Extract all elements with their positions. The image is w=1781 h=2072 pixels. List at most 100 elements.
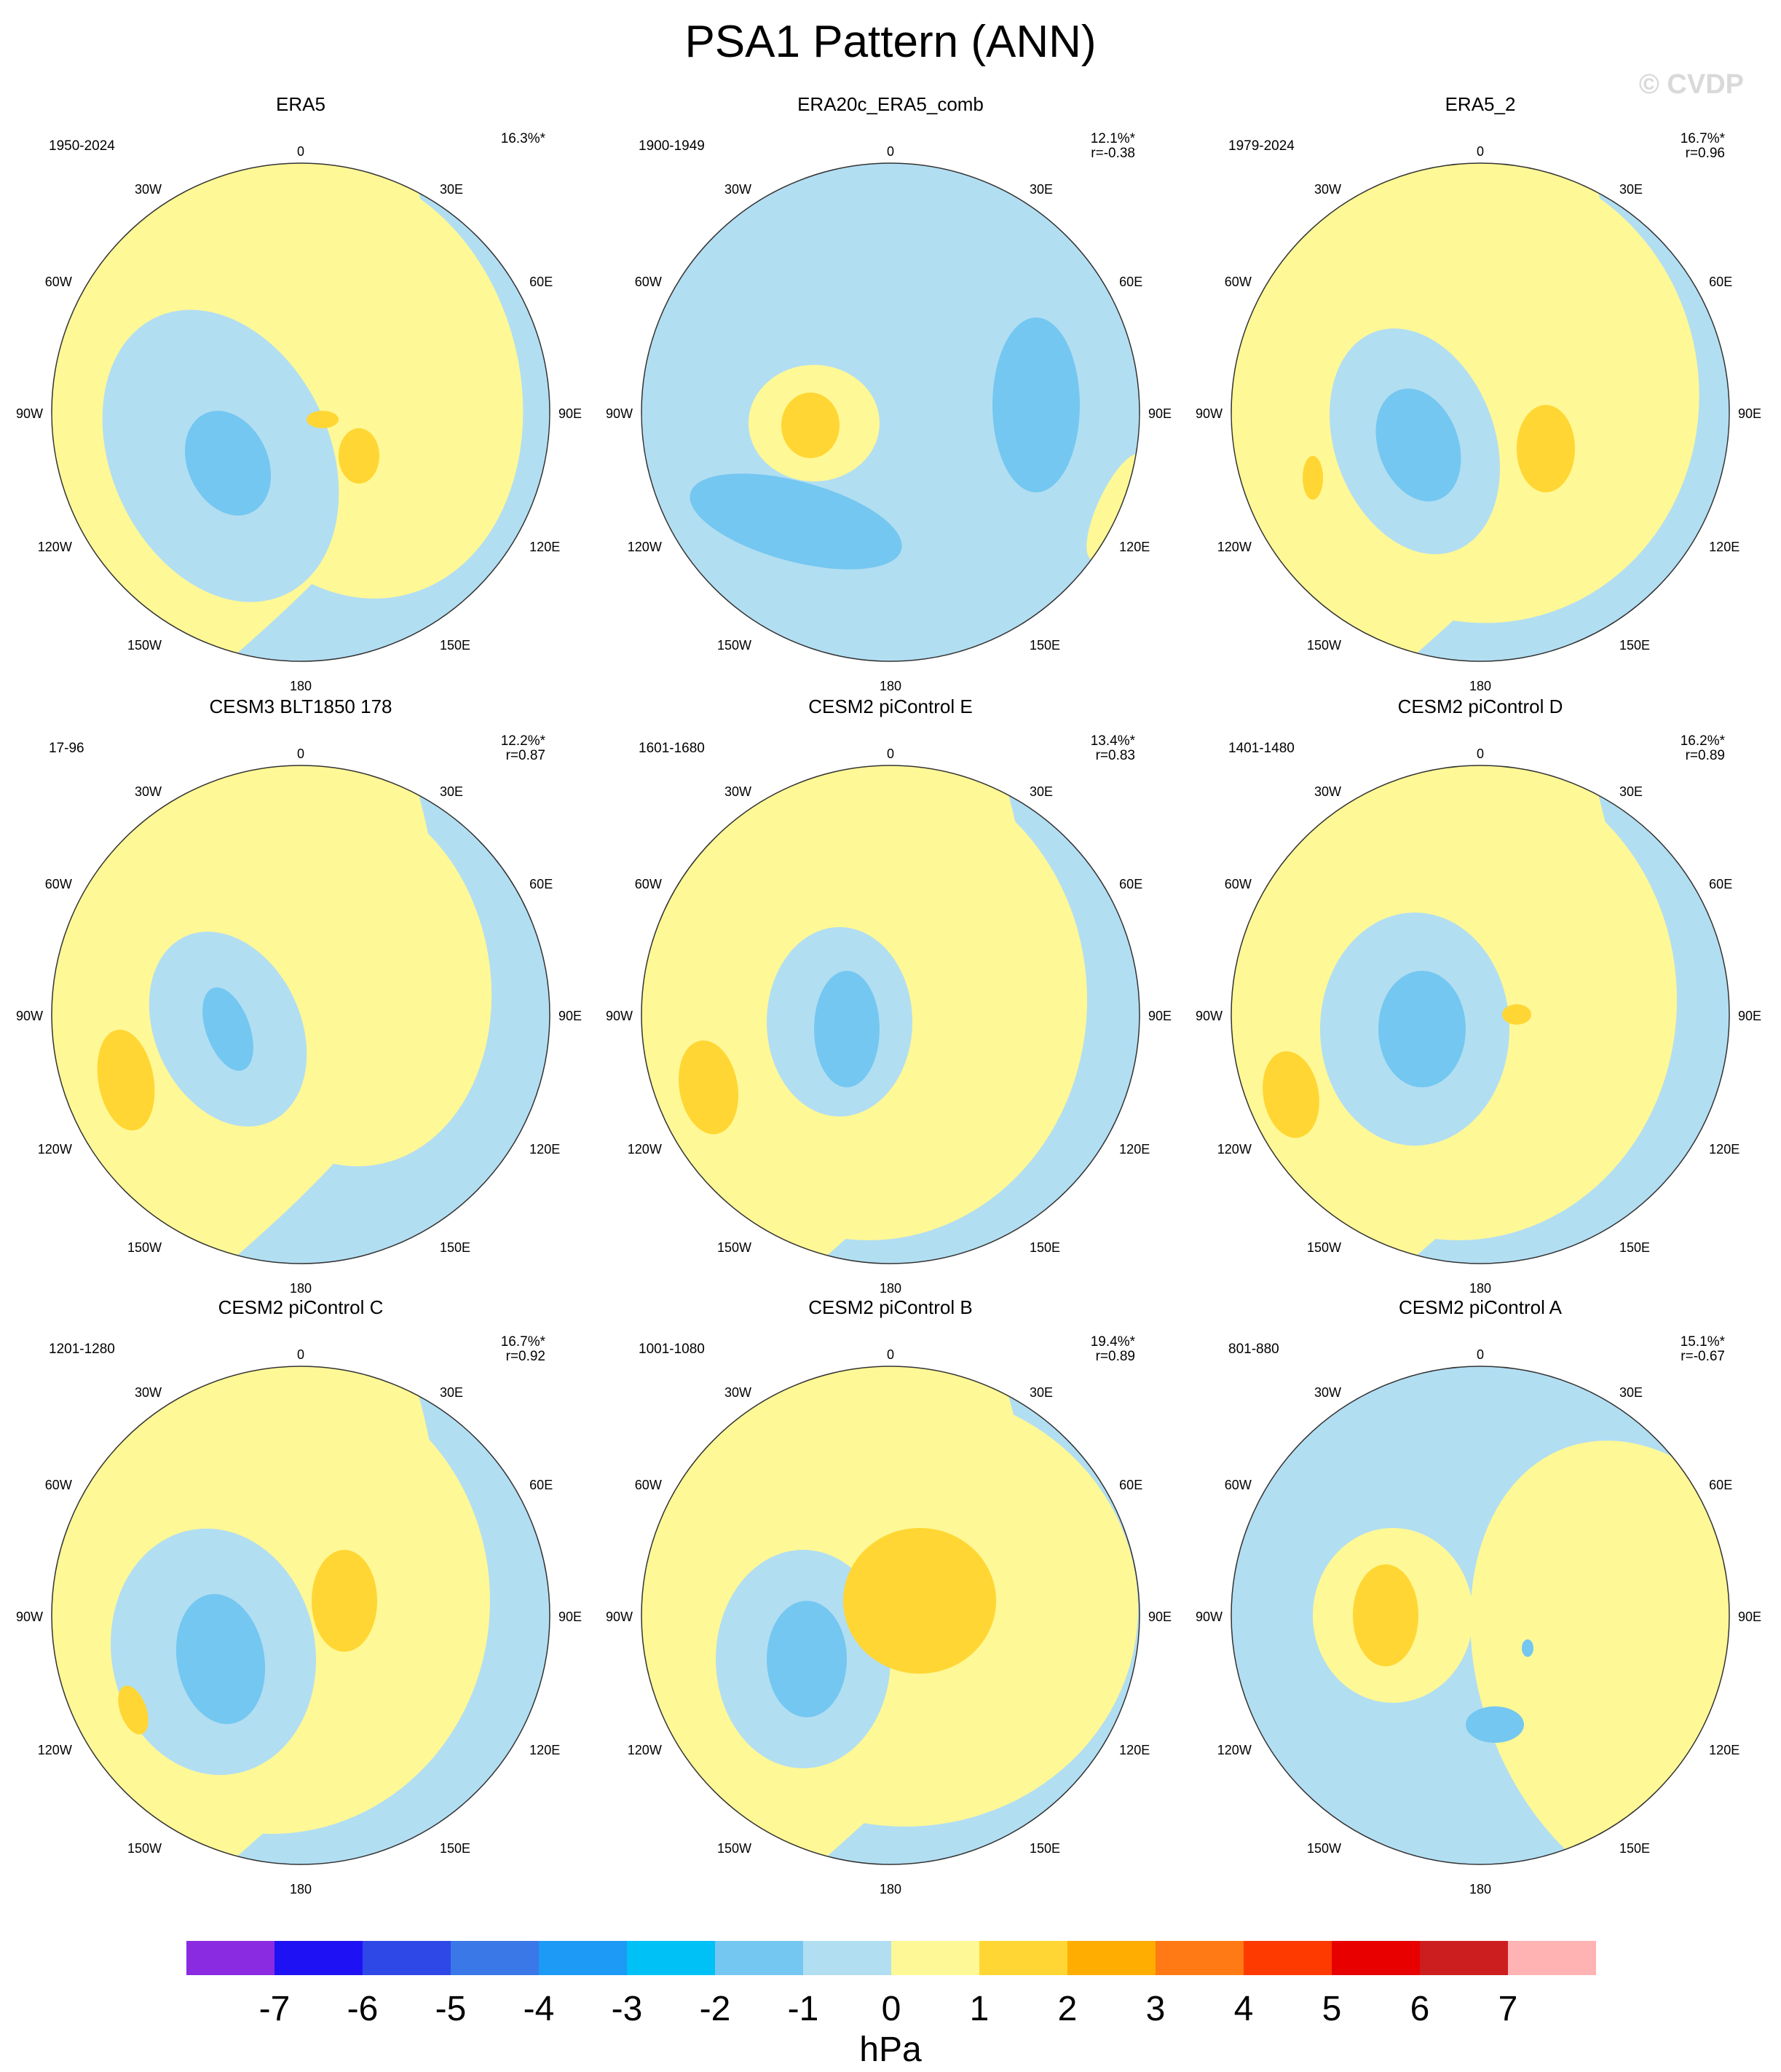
longitude-label: 0 [297, 747, 304, 761]
longitude-label: 30E [440, 1385, 463, 1400]
colorbar-tick-label: 4 [1234, 1990, 1254, 2028]
panel-period: 1601-1680 [639, 741, 705, 756]
contour-region [1303, 456, 1323, 500]
longitude-label: 180 [1469, 1281, 1491, 1296]
panel-correlation: r=0.96 [1686, 146, 1725, 161]
map-border [641, 765, 1140, 1264]
panel-variance: 12.2%* [501, 733, 546, 749]
colorbar-tick-label: -4 [524, 1990, 555, 2028]
longitude-label: 150W [717, 1841, 751, 1856]
longitude-label: 180 [1469, 1882, 1491, 1896]
colorbar-swatch [1244, 1941, 1332, 1975]
longitude-label: 150W [1307, 1240, 1341, 1255]
longitude-label: 90E [1148, 1009, 1172, 1023]
panel-variance: 16.7%* [501, 1334, 546, 1350]
panel-correlation: r=0.87 [506, 748, 545, 763]
longitude-label: 90E [1148, 1610, 1172, 1624]
longitude-label: 90E [1738, 1610, 1761, 1624]
colorbar-swatch [715, 1941, 803, 1975]
longitude-label: 0 [297, 1347, 304, 1362]
longitude-label: 60E [1119, 1478, 1142, 1492]
negative-region [228, 765, 550, 1264]
longitude-label: 0 [1477, 144, 1484, 159]
longitude-label: 150E [1619, 1240, 1650, 1255]
longitude-label: 30E [1619, 1385, 1643, 1400]
panel-period: 1900-1949 [639, 138, 705, 154]
anomaly-field [1231, 765, 1729, 1264]
longitude-label: 90W [1196, 406, 1223, 421]
longitude-label: 0 [1477, 747, 1484, 761]
longitude-label: 120E [529, 540, 560, 554]
longitude-label: 0 [297, 144, 304, 159]
anomaly-field [641, 765, 1140, 1264]
contour-region [1517, 405, 1575, 492]
contour-region [992, 318, 1080, 492]
longitude-label: 60E [1709, 275, 1732, 289]
panel-correlation: r=0.92 [506, 1349, 545, 1364]
map-border [1231, 162, 1730, 662]
longitude-label: 30E [1619, 784, 1643, 799]
longitude-label: 150W [127, 1841, 162, 1856]
longitude-label: 30E [1030, 182, 1053, 197]
map-border [51, 162, 550, 662]
longitude-label: 180 [290, 1281, 312, 1296]
panel-variance: 12.1%* [1091, 131, 1136, 146]
colorbar-unit: hPa [859, 2030, 922, 2069]
colorbar-tick-label: -1 [788, 1990, 819, 2028]
longitude-label: 90W [16, 1009, 43, 1023]
longitude-label: 0 [887, 747, 894, 761]
longitude-label: 150E [1619, 1841, 1650, 1856]
longitude-label: 60E [1119, 877, 1142, 891]
longitude-label: 90E [1148, 406, 1172, 421]
longitude-label: 120W [1217, 540, 1252, 554]
longitude-label: 30W [724, 784, 751, 799]
panel-title: CESM3 BLT1850 178 [210, 696, 392, 717]
longitude-label: 120E [1709, 1142, 1739, 1157]
longitude-label: 150W [1307, 638, 1341, 653]
contour-region [1470, 1441, 1729, 1864]
colorbar-tick-label: -2 [700, 1990, 731, 2028]
anomaly-field [52, 765, 550, 1264]
longitude-label: 120W [628, 1743, 662, 1757]
panel-variance: 13.4%* [1091, 733, 1136, 749]
colorbar-swatch [275, 1941, 363, 1975]
longitude-label: 30W [724, 182, 751, 197]
panel-period: 17-96 [49, 741, 84, 756]
map-panel: CESM2 piControl C 1201-1280 16.7%*r=0.92 0 1… [16, 1296, 582, 1896]
longitude-label: 150E [1030, 1841, 1060, 1856]
colorbar-tick-label: 6 [1410, 1990, 1430, 2028]
longitude-label: 120W [1217, 1142, 1252, 1157]
panel-period: 1950-2024 [49, 138, 115, 154]
longitude-label: 120W [38, 540, 72, 554]
map-panel: CESM2 piControl B 1001-1080 19.4%*r=0.89 0 1… [606, 1296, 1172, 1896]
panel-title: ERA5 [276, 93, 325, 115]
map-border [641, 1366, 1140, 1865]
contour-region [1375, 388, 1461, 502]
anomaly-field [52, 163, 550, 661]
longitude-label: 180 [1469, 679, 1491, 693]
watermark: © CVDP [1639, 69, 1744, 100]
longitude-label: 30W [1314, 182, 1341, 197]
colorbar-swatch [1067, 1941, 1156, 1975]
longitude-label: 90W [606, 1610, 633, 1624]
longitude-label: 120W [628, 540, 662, 554]
longitude-label: 60W [635, 877, 662, 891]
colorbar-swatch [539, 1941, 627, 1975]
map-border [1231, 765, 1730, 1264]
anomaly-field [641, 1366, 1140, 1864]
longitude-label: 90E [558, 406, 582, 421]
panel-title: CESM2 piControl C [218, 1296, 384, 1318]
longitude-label: 180 [290, 1882, 312, 1896]
longitude-label: 90W [16, 406, 43, 421]
colorbar-tick-label: 5 [1322, 1990, 1342, 2028]
longitude-label: 120W [38, 1743, 72, 1757]
contour-region [1378, 971, 1466, 1087]
panel-correlation: r=0.83 [1096, 748, 1135, 763]
longitude-label: 30E [1030, 784, 1053, 799]
colorbar-swatch [1332, 1941, 1420, 1975]
colorbar-swatch [1156, 1941, 1244, 1975]
longitude-label: 120W [38, 1142, 72, 1157]
longitude-label: 30E [1030, 1385, 1053, 1400]
anomaly-field [1231, 163, 1729, 661]
